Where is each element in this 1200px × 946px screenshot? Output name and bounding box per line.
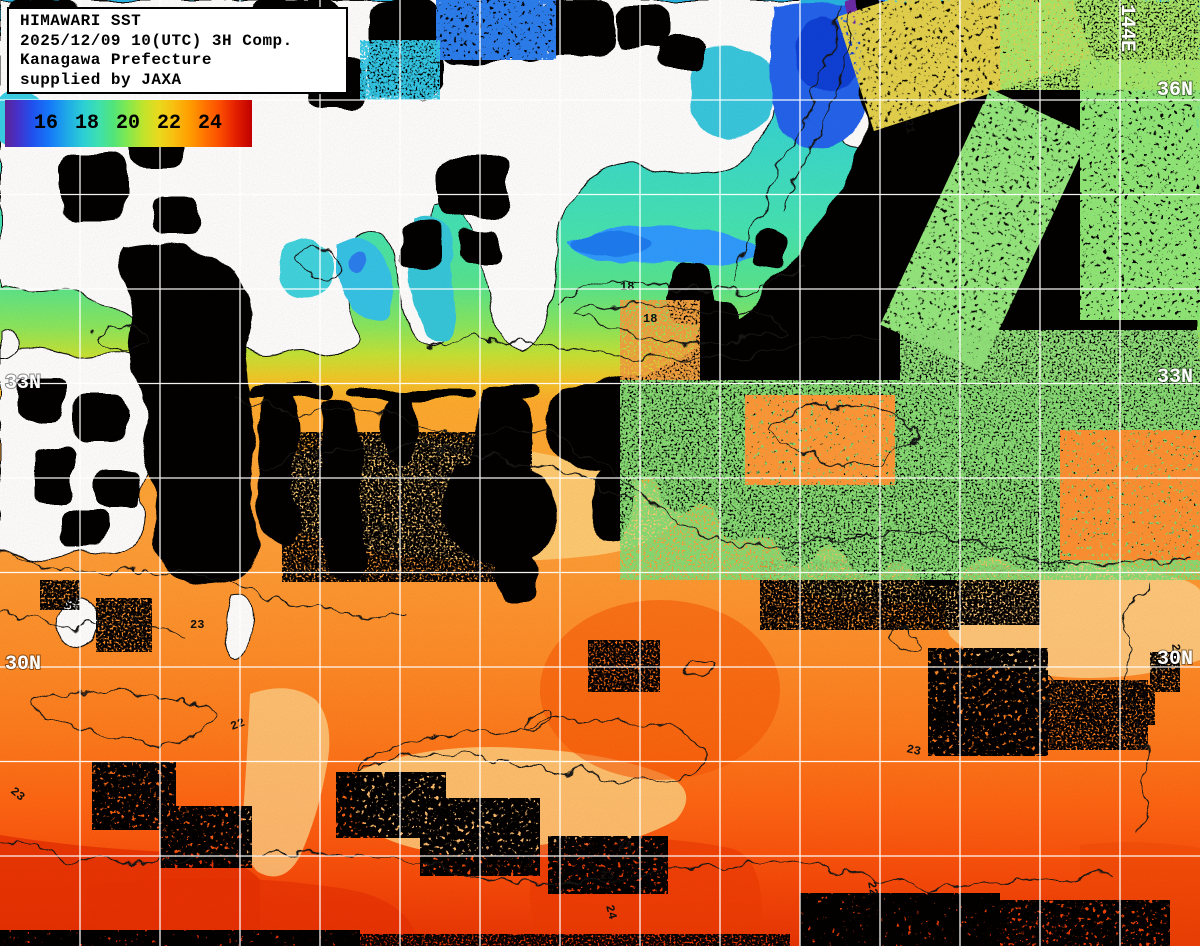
header-datetime: 2025/12/09 10(UTC) 3H Comp. — [20, 31, 293, 50]
lon-label: 144E — [1115, 4, 1138, 52]
header-title: HIMAWARI SST — [20, 12, 142, 30]
contour-label: 24 — [602, 903, 619, 921]
lat-label-right: 33N — [1157, 366, 1193, 389]
lat-label-left: 30N — [5, 653, 41, 676]
contour-label: 18 — [643, 312, 657, 326]
header-region: Kanagawa Prefecture — [20, 51, 212, 69]
contour-label: 23 — [190, 618, 204, 632]
lat-label-left: 33N — [5, 372, 41, 395]
scale-tick: 16 — [33, 112, 59, 135]
contour-label: 21 — [901, 118, 917, 135]
contour-label: 22 — [229, 716, 247, 734]
contour-label: 22 — [1168, 643, 1183, 659]
contour-label: 23 — [600, 869, 614, 883]
scale-tick: 22 — [156, 112, 182, 135]
scale-tick: 18 — [74, 112, 100, 135]
header-box: HIMAWARI SST 2025/12/09 10(UTC) 3H Comp.… — [7, 7, 348, 94]
contour-label: 24 — [618, 839, 632, 853]
lat-label-right: 30N — [1157, 648, 1193, 671]
header-source: supplied by JAXA — [20, 70, 182, 89]
geo-label-layer: 36N 33N 30N 33N 30N 144E — [4, 3, 1194, 677]
scale-tick: 20 — [115, 112, 141, 135]
contour-label: 22 — [864, 880, 880, 897]
contour-label: 18 — [620, 280, 634, 294]
contour-label: 23 — [905, 742, 922, 759]
contour-label-layer: 18 18 21 23 24 23 23 22 23 22 24 22 — [7, 118, 1183, 921]
contour-layer — [0, 7, 1191, 887]
scale-tick: 24 — [197, 112, 223, 135]
temperature-scale: 16 18 20 22 24 — [5, 100, 252, 147]
lat-label-right: 36N — [1157, 79, 1193, 102]
